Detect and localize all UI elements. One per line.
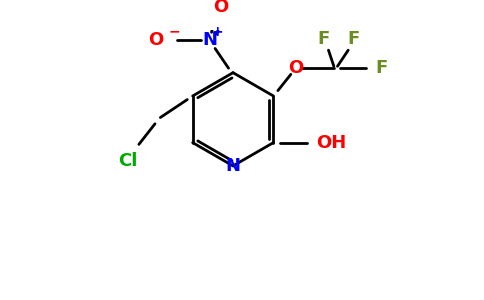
- Text: N: N: [226, 157, 241, 175]
- Text: O: O: [213, 0, 228, 16]
- Text: F: F: [317, 30, 329, 48]
- Text: OH: OH: [317, 134, 347, 152]
- Text: −: −: [168, 24, 180, 38]
- Text: F: F: [375, 59, 387, 77]
- Text: +: +: [211, 25, 223, 39]
- Text: N: N: [202, 31, 217, 49]
- Text: O: O: [148, 31, 163, 49]
- Text: F: F: [348, 30, 360, 48]
- Text: O: O: [287, 59, 303, 77]
- Text: Cl: Cl: [119, 152, 138, 169]
